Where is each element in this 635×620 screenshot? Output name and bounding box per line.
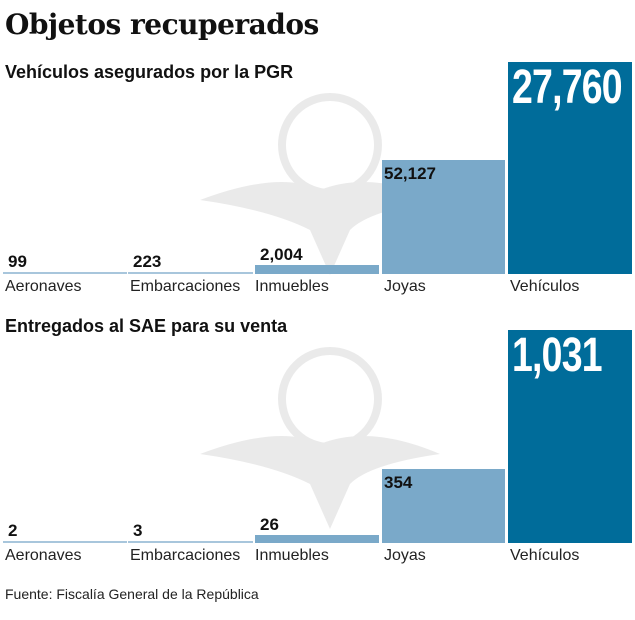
value-label: 26	[260, 515, 279, 534]
bar-vehículos	[508, 330, 632, 543]
value-label: 223	[133, 252, 162, 271]
value-label: 3	[133, 521, 143, 540]
category-label: Joyas	[384, 278, 426, 295]
category-label: Inmuebles	[255, 547, 329, 564]
bar-embarcaciones	[128, 541, 253, 543]
category-label: Joyas	[384, 547, 426, 564]
bar-inmuebles	[255, 265, 379, 274]
bar-aeronaves	[3, 272, 127, 274]
category-label: Aeronaves	[5, 547, 82, 564]
value-label: 354	[384, 473, 413, 492]
category-label: Embarcaciones	[130, 278, 241, 295]
eagle-watermark-icon	[200, 347, 440, 529]
value-label: 1,031	[512, 329, 603, 382]
chart-subtitle: Vehículos asegurados por la PGR	[5, 62, 294, 82]
bar-joyas	[382, 469, 505, 543]
category-label: Embarcaciones	[130, 547, 241, 564]
bar-inmuebles	[255, 535, 379, 543]
value-label: 2	[8, 521, 18, 540]
source-note: Fuente: Fiscalía General de la República	[5, 586, 259, 602]
value-label: 99	[8, 252, 27, 271]
value-label: 52,127	[384, 164, 436, 183]
category-label: Inmuebles	[255, 278, 329, 295]
bar-embarcaciones	[128, 272, 253, 274]
page-title: Objetos recuperados	[5, 8, 319, 41]
chart-subtitle: Entregados al SAE para su venta	[5, 316, 288, 336]
category-label: Aeronaves	[5, 278, 82, 295]
category-label: Vehículos	[510, 547, 580, 564]
eagle-watermark-icon	[200, 93, 440, 275]
bar-aeronaves	[3, 541, 127, 543]
category-label: Vehículos	[510, 278, 580, 295]
value-label: 27,760	[512, 61, 623, 114]
bar-joyas	[382, 160, 505, 274]
bar-vehículos	[508, 62, 632, 274]
value-label: 2,004	[260, 245, 303, 264]
